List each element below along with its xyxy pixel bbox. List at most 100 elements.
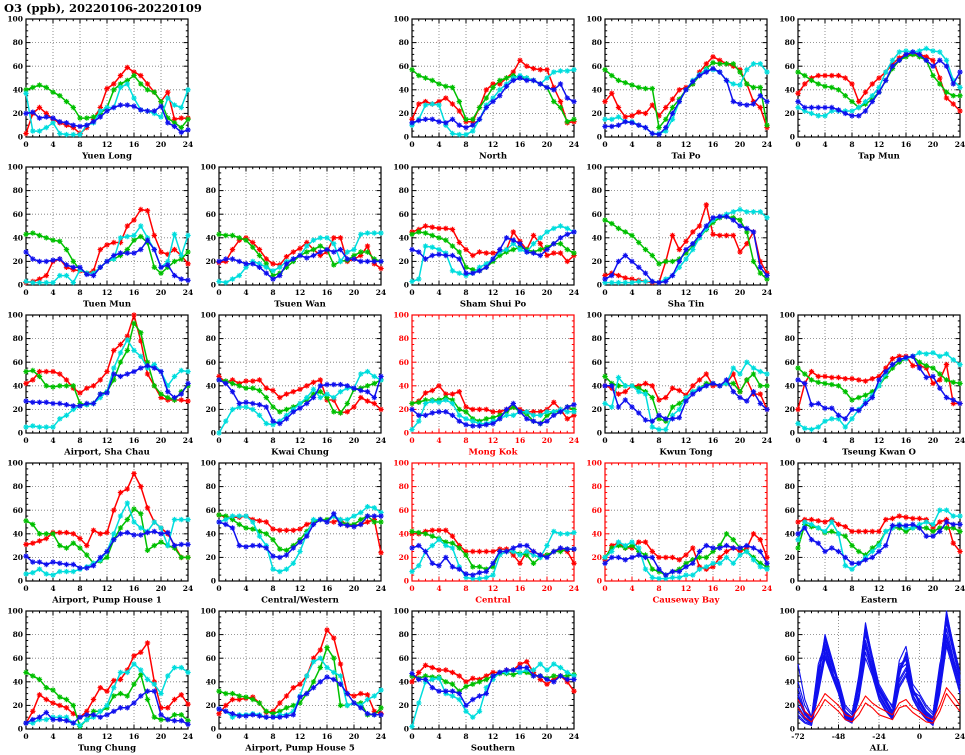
tick-labels: 0 20 40 60 80 100 0 4 8 12 16 20 24 — [586, 459, 772, 593]
axes-frame — [604, 18, 768, 138]
tick-labels: 0 20 40 60 80 100 0 4 8 12 16 20 24 — [7, 311, 193, 445]
svg-text:40: 40 — [206, 233, 216, 242]
page-title: O3 (ppb), 20220106-20220109 — [4, 1, 202, 15]
svg-text:100: 100 — [779, 459, 795, 468]
chart-canvas-sha-tin: 0 20 40 60 80 100 0 4 8 12 16 20 24 Sha Tin — [586, 163, 772, 309]
svg-text:0: 0 — [404, 281, 409, 290]
svg-text:40: 40 — [206, 381, 216, 390]
svg-text:24: 24 — [183, 140, 193, 149]
axes-frame — [604, 462, 768, 582]
svg-text:80: 80 — [592, 482, 602, 491]
svg-text:40: 40 — [592, 233, 602, 242]
svg-text:20: 20 — [735, 288, 745, 297]
series-markers-blue-3 — [795, 49, 963, 119]
svg-text:20: 20 — [785, 405, 795, 414]
svg-text:20: 20 — [349, 288, 359, 297]
svg-text:40: 40 — [13, 529, 23, 538]
svg-text:16: 16 — [901, 436, 911, 445]
svg-text:0: 0 — [597, 281, 602, 290]
svg-text:4: 4 — [243, 288, 248, 297]
svg-text:8: 8 — [463, 732, 468, 741]
series-markers-blue-3 — [23, 237, 191, 283]
svg-text:40: 40 — [592, 381, 602, 390]
chart-canvas-tseung-kwan-o: 0 20 40 60 80 100 0 4 8 12 16 20 24 Tseung Kwan O — [779, 311, 965, 457]
series-markers-blue-3 — [602, 213, 770, 286]
svg-text:4: 4 — [629, 140, 634, 149]
svg-text:16: 16 — [515, 140, 525, 149]
chart-canvas-southern: 0 20 40 60 80 100 0 4 8 12 16 20 24 Southern — [393, 607, 579, 754]
chart-canvas-mong-kok: 0 20 40 60 80 100 0 4 8 12 16 20 24 Mong Kok — [393, 311, 579, 457]
svg-text:8: 8 — [656, 436, 661, 445]
svg-text:20: 20 — [785, 701, 795, 710]
svg-text:8: 8 — [463, 584, 468, 593]
svg-text:0: 0 — [18, 725, 23, 734]
chart-title-eastern: Eastern — [861, 596, 898, 606]
svg-text:4: 4 — [436, 732, 441, 741]
svg-text:8: 8 — [656, 140, 661, 149]
svg-text:100: 100 — [586, 163, 602, 172]
svg-text:8: 8 — [270, 732, 275, 741]
svg-text:24: 24 — [569, 732, 579, 741]
svg-text:20: 20 — [735, 436, 745, 445]
chart-title-southern: Southern — [471, 744, 515, 754]
svg-text:-72: -72 — [791, 732, 805, 741]
axes-frame — [411, 462, 575, 582]
svg-text:60: 60 — [13, 506, 23, 515]
svg-text:100: 100 — [779, 311, 795, 320]
chart-title-kwun-tong: Kwun Tong — [659, 448, 712, 458]
series-markers-blue-3 — [409, 542, 577, 578]
svg-text:80: 80 — [785, 630, 795, 639]
svg-text:0: 0 — [211, 577, 216, 586]
axes-frame — [218, 166, 382, 286]
svg-text:4: 4 — [822, 436, 827, 445]
svg-text:24: 24 — [183, 436, 193, 445]
tick-labels: 0 20 40 60 80 100 0 4 8 12 16 20 24 — [393, 163, 579, 297]
svg-text:8: 8 — [656, 584, 661, 593]
svg-text:4: 4 — [243, 584, 248, 593]
axes-frame — [604, 314, 768, 434]
chart-tung-chung: 0 20 40 60 80 100 0 4 8 12 16 20 24 Tung Chung — [0, 605, 193, 753]
svg-text:4: 4 — [436, 436, 441, 445]
svg-text:60: 60 — [785, 358, 795, 367]
svg-text:0: 0 — [602, 288, 607, 297]
chart-title-airport-pump-house-5: Airport, Pump House 5 — [244, 744, 355, 754]
series-line-blue-7 — [797, 612, 961, 718]
svg-text:4: 4 — [629, 436, 634, 445]
svg-text:100: 100 — [779, 15, 795, 24]
series-markers-cyan-2 — [795, 45, 963, 119]
svg-text:12: 12 — [295, 732, 305, 741]
chart-canvas-tai-po: 0 20 40 60 80 100 0 4 8 12 16 20 24 Tai Po — [586, 15, 772, 161]
charts-grid: 0 20 40 60 80 100 0 4 8 12 16 20 24 Yuen Long 0 20 40 60 8… — [0, 13, 965, 753]
svg-text:0: 0 — [18, 281, 23, 290]
svg-text:12: 12 — [295, 436, 305, 445]
svg-text:0: 0 — [216, 288, 221, 297]
chart-canvas-tung-chung: 0 20 40 60 80 100 0 4 8 12 16 20 24 Tung Chung — [7, 607, 193, 753]
svg-text:40: 40 — [206, 677, 216, 686]
svg-text:0: 0 — [211, 725, 216, 734]
axes-frame — [411, 166, 575, 286]
svg-text:20: 20 — [735, 584, 745, 593]
svg-text:12: 12 — [488, 436, 498, 445]
chart-title-causeway-bay: Causeway Bay — [653, 596, 721, 606]
svg-text:12: 12 — [102, 436, 112, 445]
chart-title-tap-mun: Tap Mun — [858, 152, 900, 162]
svg-text:80: 80 — [13, 186, 23, 195]
axes-frame — [218, 314, 382, 434]
svg-text:80: 80 — [785, 38, 795, 47]
svg-text:24: 24 — [376, 732, 386, 741]
svg-text:24: 24 — [376, 288, 386, 297]
chart-all: 0 20 40 60 80 100 -72 -48 -24 0 24 ALL — [772, 605, 965, 753]
tick-labels: 0 20 40 60 80 100 0 4 8 12 16 20 24 — [779, 311, 965, 445]
svg-text:8: 8 — [77, 584, 82, 593]
chart-central: 0 20 40 60 80 100 0 4 8 12 16 20 24 Central — [386, 457, 579, 605]
svg-text:40: 40 — [13, 233, 23, 242]
svg-text:0: 0 — [409, 140, 414, 149]
svg-text:60: 60 — [206, 210, 216, 219]
svg-text:20: 20 — [13, 257, 23, 266]
axes-frame — [411, 314, 575, 434]
chart-eastern: 0 20 40 60 80 100 0 4 8 12 16 20 24 Eastern — [772, 457, 965, 605]
svg-text:0: 0 — [216, 436, 221, 445]
series-markers-cyan-2 — [602, 359, 770, 433]
svg-text:16: 16 — [129, 584, 139, 593]
svg-text:40: 40 — [785, 677, 795, 686]
